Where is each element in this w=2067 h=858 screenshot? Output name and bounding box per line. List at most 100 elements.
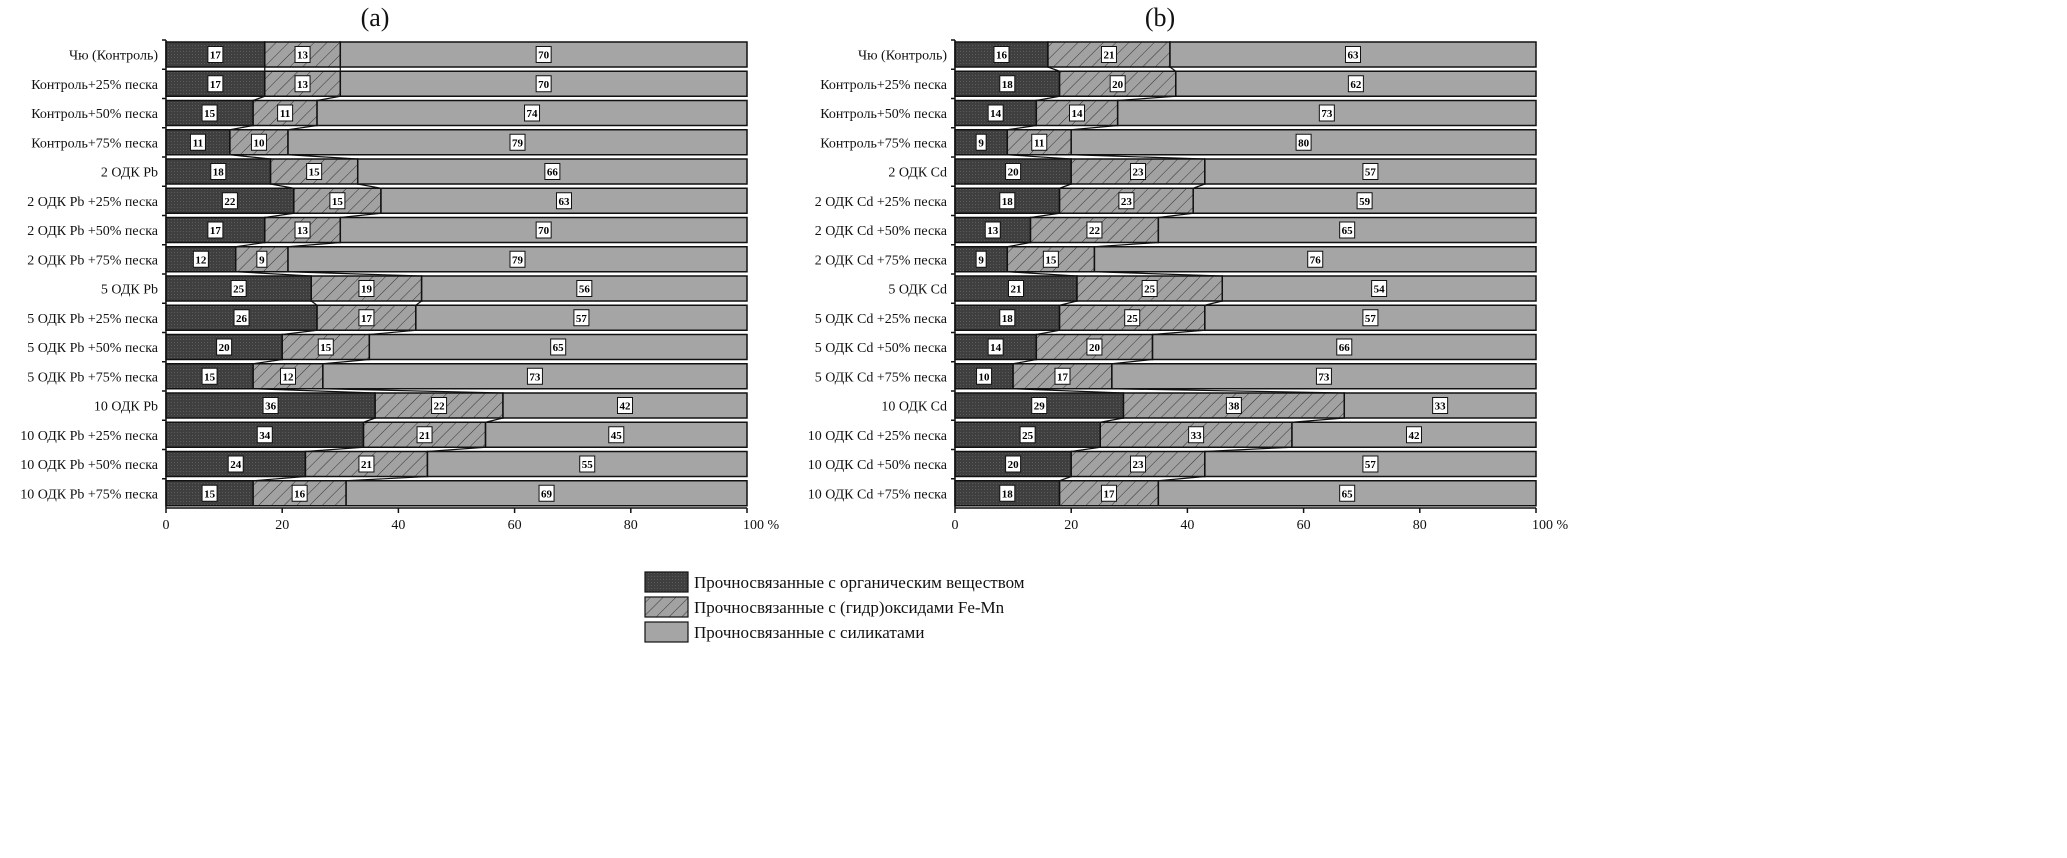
series-line (1291, 417, 1345, 423)
data-label-box (999, 75, 1016, 93)
series-line (346, 475, 428, 482)
data-label-box (294, 221, 311, 239)
data-label-box (524, 104, 541, 122)
series-line (1030, 212, 1060, 219)
data-label: 70 (538, 225, 550, 237)
data-label-box (1339, 484, 1356, 502)
category-label: 2 ОДК Cd +75% песка (815, 253, 948, 268)
data-label-box (1344, 46, 1361, 63)
data-label-box (579, 455, 596, 473)
data-label: 70 (538, 79, 550, 91)
series-line (1204, 446, 1293, 453)
data-label: 59 (1359, 196, 1371, 208)
data-label-box (306, 163, 323, 180)
data-label: 12 (195, 254, 207, 266)
data-label: 20 (219, 342, 231, 354)
data-label-box (509, 250, 526, 268)
series-line (322, 388, 503, 394)
x-tick-label: 60 (1297, 518, 1311, 533)
data-label: 14 (990, 342, 1002, 354)
data-label-box (984, 221, 1001, 239)
data-label-box (975, 133, 987, 151)
category-label: 10 ОДК Cd +50% песка (808, 458, 948, 473)
data-label-box (294, 46, 311, 63)
data-label-box (1362, 163, 1379, 180)
series-line (253, 358, 283, 365)
series-line (287, 271, 422, 277)
data-label-box (216, 338, 233, 356)
data-label: 63 (558, 196, 570, 208)
data-label: 11 (1034, 137, 1044, 149)
data-label-box (1005, 163, 1022, 180)
data-label: 21 (1103, 50, 1114, 62)
category-label: 5 ОДК Cd +75% песка (815, 370, 948, 385)
category-label: Контроль+75% песка (820, 136, 948, 151)
data-label-box (189, 133, 206, 151)
series-line (1152, 329, 1205, 336)
data-label: 13 (987, 225, 999, 237)
category-label: 10 ОДК Cd (881, 400, 947, 415)
series-line (1059, 475, 1072, 482)
x-tick-label: 0 (952, 518, 959, 533)
data-label-box (999, 309, 1016, 327)
data-label-box (1371, 280, 1388, 297)
series-line (1071, 124, 1118, 131)
data-label-box (280, 367, 297, 385)
series-line (1059, 300, 1078, 306)
data-label: 21 (1011, 284, 1022, 296)
data-label: 18 (1002, 196, 1014, 208)
data-label-box (1347, 75, 1364, 93)
series-line (287, 154, 358, 160)
data-label-box (987, 338, 1004, 356)
data-label-box (616, 397, 633, 414)
data-label: 29 (1034, 401, 1046, 413)
series-line (485, 417, 504, 423)
series-line (1059, 183, 1072, 189)
series-line (1111, 358, 1153, 365)
category-label: 5 ОДК Pb (101, 283, 158, 298)
data-label-box (535, 46, 552, 63)
data-label: 16 (294, 488, 306, 500)
series-line (229, 154, 271, 160)
data-label-box (358, 309, 375, 327)
data-label-box (1109, 75, 1126, 93)
data-label-box (1069, 104, 1086, 122)
data-label-box (1339, 221, 1356, 239)
series-line (1036, 329, 1060, 336)
series-line (287, 124, 318, 131)
x-tick-label: 100 % (1532, 518, 1569, 533)
data-label-box (230, 280, 247, 297)
data-label: 45 (611, 430, 623, 442)
data-label: 79 (512, 137, 524, 149)
series-line (270, 183, 294, 189)
data-label-box (976, 367, 993, 385)
data-label: 80 (1298, 137, 1310, 149)
data-label-box (1100, 484, 1117, 502)
data-label-box (1225, 397, 1242, 414)
category-label: Чю (Контроль) (69, 49, 158, 64)
data-label: 69 (541, 488, 553, 500)
series-line (357, 183, 382, 189)
data-label-box (1318, 104, 1335, 122)
series-line (287, 241, 341, 248)
category-label: 10 ОДК Pb +50% песка (20, 458, 159, 473)
data-label: 15 (332, 196, 344, 208)
data-label-box (1405, 426, 1422, 444)
category-label: Чю (Контроль) (858, 49, 947, 64)
data-label: 22 (224, 196, 236, 208)
data-label: 17 (1103, 488, 1115, 500)
x-tick-label: 60 (508, 518, 522, 533)
data-label: 62 (1350, 79, 1362, 91)
series-line (282, 329, 318, 336)
data-label-box (1019, 426, 1036, 444)
series-line (1111, 388, 1345, 394)
x-tick-label: 0 (163, 518, 170, 533)
series-line (1158, 212, 1194, 219)
category-label: 10 ОДК Cd +25% песка (808, 429, 948, 444)
legend-label: Прочносвязанные с силикатами (694, 623, 924, 642)
data-label: 10 (979, 371, 991, 383)
data-label-box (1086, 221, 1103, 239)
category-label: 10 ОДК Cd +75% песка (808, 487, 948, 502)
data-label: 70 (538, 50, 550, 62)
